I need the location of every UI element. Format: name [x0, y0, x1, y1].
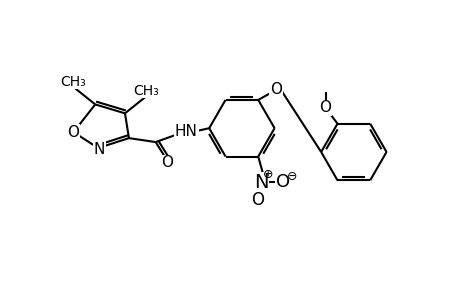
Text: O: O [250, 191, 263, 209]
Text: O: O [269, 82, 281, 98]
Text: CH₃: CH₃ [61, 75, 86, 88]
Text: CH₃: CH₃ [133, 84, 158, 98]
Text: ⊕: ⊕ [263, 168, 273, 181]
Text: HN: HN [174, 124, 197, 139]
Text: O: O [275, 173, 290, 191]
Text: O: O [67, 125, 79, 140]
Text: N: N [93, 142, 105, 157]
Text: N: N [253, 173, 268, 192]
Text: O: O [161, 155, 173, 170]
Text: ⊖: ⊖ [286, 170, 297, 183]
Text: O: O [319, 100, 331, 115]
